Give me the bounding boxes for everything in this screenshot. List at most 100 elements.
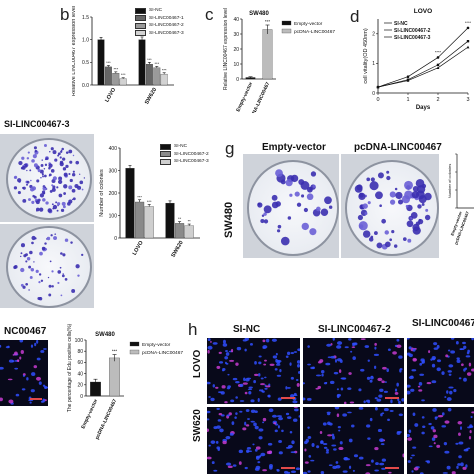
cell	[364, 345, 370, 348]
significance-mark: ****	[435, 49, 442, 54]
significance-mark: ***	[147, 57, 152, 62]
colony	[70, 241, 73, 244]
colony	[39, 193, 45, 198]
cell	[227, 465, 233, 469]
cell	[315, 374, 322, 377]
colony	[389, 238, 393, 242]
tick-label: 0	[376, 97, 379, 103]
cell	[394, 392, 399, 395]
cell	[292, 418, 298, 422]
cell	[448, 373, 452, 376]
cell	[20, 349, 24, 354]
colony	[384, 230, 389, 235]
cell	[278, 440, 283, 444]
cell	[238, 461, 242, 465]
colony	[81, 253, 84, 257]
cell	[312, 366, 315, 370]
panel-f-chart: 0 100 200 300 400 Number of colonies *** *** LOV…	[99, 146, 200, 259]
cell	[436, 344, 440, 349]
cell	[407, 384, 411, 388]
colony	[60, 294, 63, 297]
colony	[18, 160, 23, 166]
colony	[296, 202, 302, 207]
cell	[303, 397, 306, 401]
cell	[226, 387, 231, 390]
cell	[350, 350, 353, 353]
cell	[425, 460, 429, 463]
colony	[391, 230, 395, 234]
cell	[463, 345, 467, 349]
cell	[258, 436, 263, 440]
colony	[54, 233, 56, 235]
colony	[384, 241, 391, 248]
cell	[246, 377, 252, 380]
colony	[280, 179, 286, 185]
colony	[29, 276, 33, 279]
cell	[305, 438, 309, 443]
colony	[320, 208, 329, 217]
cell	[224, 361, 227, 365]
cell	[250, 420, 255, 423]
cell	[43, 348, 47, 350]
cell	[462, 341, 466, 345]
colony	[55, 201, 58, 204]
significance-mark: ***	[106, 60, 111, 65]
cell	[396, 431, 402, 434]
colony	[21, 156, 25, 160]
cell	[0, 397, 3, 402]
colony	[65, 164, 69, 169]
colony	[34, 149, 38, 153]
bar	[125, 168, 135, 239]
cell	[207, 338, 211, 342]
panel-f-dish-photo-top	[0, 134, 94, 222]
panel-h-col-2: SI-LINC00467-2	[318, 324, 391, 335]
micrograph	[207, 338, 300, 404]
cell	[317, 385, 322, 389]
cell	[386, 368, 389, 373]
colony	[28, 289, 30, 291]
colony	[44, 186, 46, 189]
colony	[59, 266, 62, 269]
cell	[266, 450, 272, 455]
category-label: SW620	[171, 240, 185, 259]
cell	[253, 422, 257, 427]
cell	[218, 413, 223, 416]
colony	[412, 186, 419, 192]
cell	[286, 351, 291, 356]
cell	[293, 392, 297, 396]
colony	[40, 164, 44, 167]
colony	[60, 252, 63, 255]
cell	[31, 372, 36, 376]
cell	[271, 338, 277, 342]
cell	[323, 382, 328, 385]
cell	[453, 389, 457, 393]
colony	[44, 242, 47, 245]
cell	[290, 470, 297, 473]
cell	[225, 436, 231, 440]
cell	[263, 363, 267, 366]
cell	[207, 456, 212, 460]
cell	[450, 338, 455, 340]
cell	[358, 407, 364, 410]
cell	[260, 452, 266, 457]
legend-swatch	[129, 341, 140, 347]
colony	[62, 273, 64, 275]
cell	[458, 377, 462, 380]
colony	[39, 169, 44, 174]
series-line	[377, 27, 469, 88]
cell	[255, 465, 261, 470]
cell	[383, 407, 389, 412]
cell	[463, 377, 467, 382]
tick-label: 1	[406, 97, 409, 103]
colony	[21, 165, 26, 170]
tick-label: 40	[77, 371, 83, 377]
colony	[38, 273, 42, 276]
colony	[26, 183, 29, 186]
cell	[360, 368, 365, 372]
cell	[332, 435, 335, 440]
tick-label: 0.0	[82, 83, 89, 89]
cell	[337, 425, 341, 429]
cell	[258, 355, 262, 358]
petri-dish	[6, 226, 92, 308]
cell	[231, 348, 234, 353]
